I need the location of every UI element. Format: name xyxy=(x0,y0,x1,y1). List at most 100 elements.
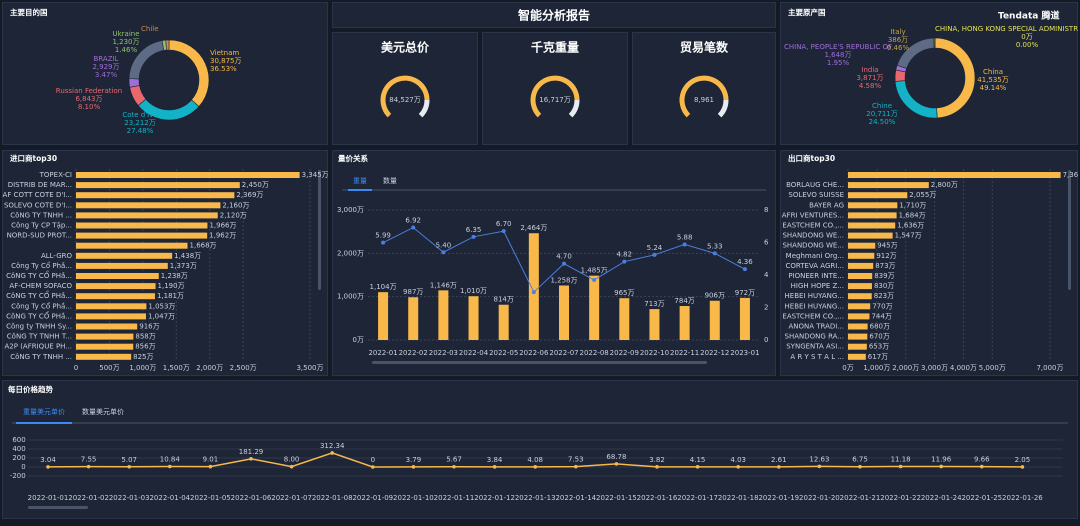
bar xyxy=(848,283,872,289)
slice-value: 41,535万 xyxy=(977,76,1009,84)
line-point xyxy=(209,465,213,469)
line-point xyxy=(532,290,536,294)
tab[interactable]: 数量 xyxy=(383,176,397,185)
x-tick-label: 2022-03 xyxy=(429,349,458,357)
y-tick-label: SHANDONG RA... xyxy=(785,333,844,341)
y-tick-label: AFRI VENTURES... xyxy=(782,211,844,219)
x-tick-label: 2022-01-25 xyxy=(961,494,1002,502)
y-tick-label: AF-CHEM SOFACO xyxy=(9,282,72,290)
point-label: 5.24 xyxy=(647,244,663,252)
point-label: 9.01 xyxy=(203,456,219,464)
bar xyxy=(76,243,188,249)
x-tick-label: 3,000万 xyxy=(921,364,948,372)
bar-label: 858万 xyxy=(135,333,155,341)
bar-label: 2,450万 xyxy=(242,181,269,189)
x-tick-label: 2022-01-08 xyxy=(312,494,353,502)
panel: 智能分析报告 xyxy=(333,3,776,28)
y-tick-label: SHANDONG WE... xyxy=(782,242,844,250)
x-tick-label: 2022-01-26 xyxy=(1002,494,1043,502)
y2-tick-label: 8 xyxy=(764,206,768,214)
bar xyxy=(848,293,872,299)
bar xyxy=(848,334,867,340)
panel: 量价关系重量数量0万1,000万2,000万3,000万024682022-01… xyxy=(333,151,776,376)
line-point xyxy=(655,465,659,469)
bar-label: 916万 xyxy=(139,323,159,331)
slice-value: 30,875万 xyxy=(210,57,242,65)
bar xyxy=(529,233,539,340)
point-label: 4.82 xyxy=(617,251,633,259)
slice-label: Vietnam xyxy=(210,49,239,57)
bar-label: 1,668万 xyxy=(190,242,217,250)
scrollbar[interactable] xyxy=(1068,170,1071,290)
slice-value: 1,648万 xyxy=(824,51,851,59)
bar-label: 713万 xyxy=(644,300,664,308)
line-point xyxy=(411,226,415,230)
y-tick-label: DISTRIB DE MAR... xyxy=(8,181,72,189)
x-tick-label: 4,000万 xyxy=(950,364,977,372)
bar-label: 1,047万 xyxy=(148,312,175,320)
line-point xyxy=(777,465,781,469)
x-tick-label: 2022-01-04 xyxy=(149,494,190,502)
bar xyxy=(76,313,146,319)
x-tick-label: 2022-01-20 xyxy=(799,494,840,502)
bar-label: 680万 xyxy=(870,323,890,331)
line-point xyxy=(493,465,497,469)
line-point xyxy=(472,235,476,239)
scrollbar[interactable] xyxy=(372,361,707,364)
point-label: 7.55 xyxy=(81,456,97,464)
bar xyxy=(76,202,220,208)
x-tick-label: 2022-01-17 xyxy=(677,494,718,502)
x-tick-label: 7,000万 xyxy=(1036,364,1063,372)
line-point xyxy=(899,465,903,469)
slice-value: 0万 xyxy=(1021,33,1032,41)
y-tick-label: Meghmani Org... xyxy=(786,252,844,260)
report-title: 智能分析报告 xyxy=(517,8,590,23)
bar xyxy=(649,309,659,340)
bar-label: 1,438万 xyxy=(174,252,201,260)
y-tick-label: 600 xyxy=(12,436,25,444)
point-label: 5.40 xyxy=(436,241,452,249)
x-tick-label: 5,000万 xyxy=(979,364,1006,372)
x-tick-label: 2022-01-06 xyxy=(231,494,272,502)
panel-bg xyxy=(3,3,328,145)
scrollbar[interactable] xyxy=(28,506,88,509)
y-tick-label: CôNG TY CỔ PHầ... xyxy=(6,290,72,300)
pie-slice xyxy=(166,40,169,50)
tab[interactable]: 数量美元单价 xyxy=(82,407,124,416)
x-tick-label: 2022-01-02 xyxy=(68,494,109,502)
line-point xyxy=(622,260,626,264)
tab[interactable]: 重量 xyxy=(353,177,367,185)
scrollbar[interactable] xyxy=(318,170,321,290)
slice-value: 2,929万 xyxy=(92,63,119,71)
bar xyxy=(848,303,870,309)
tab[interactable]: 重量美元单价 xyxy=(23,407,65,416)
y-tick-label: 0万 xyxy=(353,336,364,344)
bar-label: 2,464万 xyxy=(520,224,547,232)
point-label: 6.35 xyxy=(466,226,482,234)
y-tick-label: Công Ty Cổ Phầ... xyxy=(11,261,72,270)
line-point xyxy=(652,253,656,257)
slice-value: 20,711万 xyxy=(866,110,898,118)
y-tick-label: Công ty TNHH Sy... xyxy=(6,323,72,331)
x-tick-label: 2022-01-19 xyxy=(758,494,799,502)
x-tick-label: 2022-01-09 xyxy=(352,494,393,502)
x-tick-label: 2022-12 xyxy=(700,349,729,357)
point-label: 312.34 xyxy=(320,442,345,450)
bar-label: 856万 xyxy=(135,343,155,351)
slice-label: Ukraine xyxy=(112,30,139,38)
point-label: 7.53 xyxy=(568,456,584,464)
bar xyxy=(76,223,207,229)
line-point xyxy=(330,451,334,455)
bar xyxy=(76,283,156,289)
bar-label: 1,190万 xyxy=(158,282,185,290)
bar xyxy=(848,253,874,259)
line-point xyxy=(533,465,537,469)
bar-label: 2,120万 xyxy=(220,211,247,219)
slice-percent: 4.58% xyxy=(859,82,882,90)
slice-label: CHINA, PEOPLE'S REPUBLIC OF xyxy=(784,43,892,51)
x-tick-label: 0 xyxy=(74,364,78,372)
line-point xyxy=(441,250,445,254)
x-tick-label: 2022-01-13 xyxy=(515,494,556,502)
line-point xyxy=(858,465,862,469)
